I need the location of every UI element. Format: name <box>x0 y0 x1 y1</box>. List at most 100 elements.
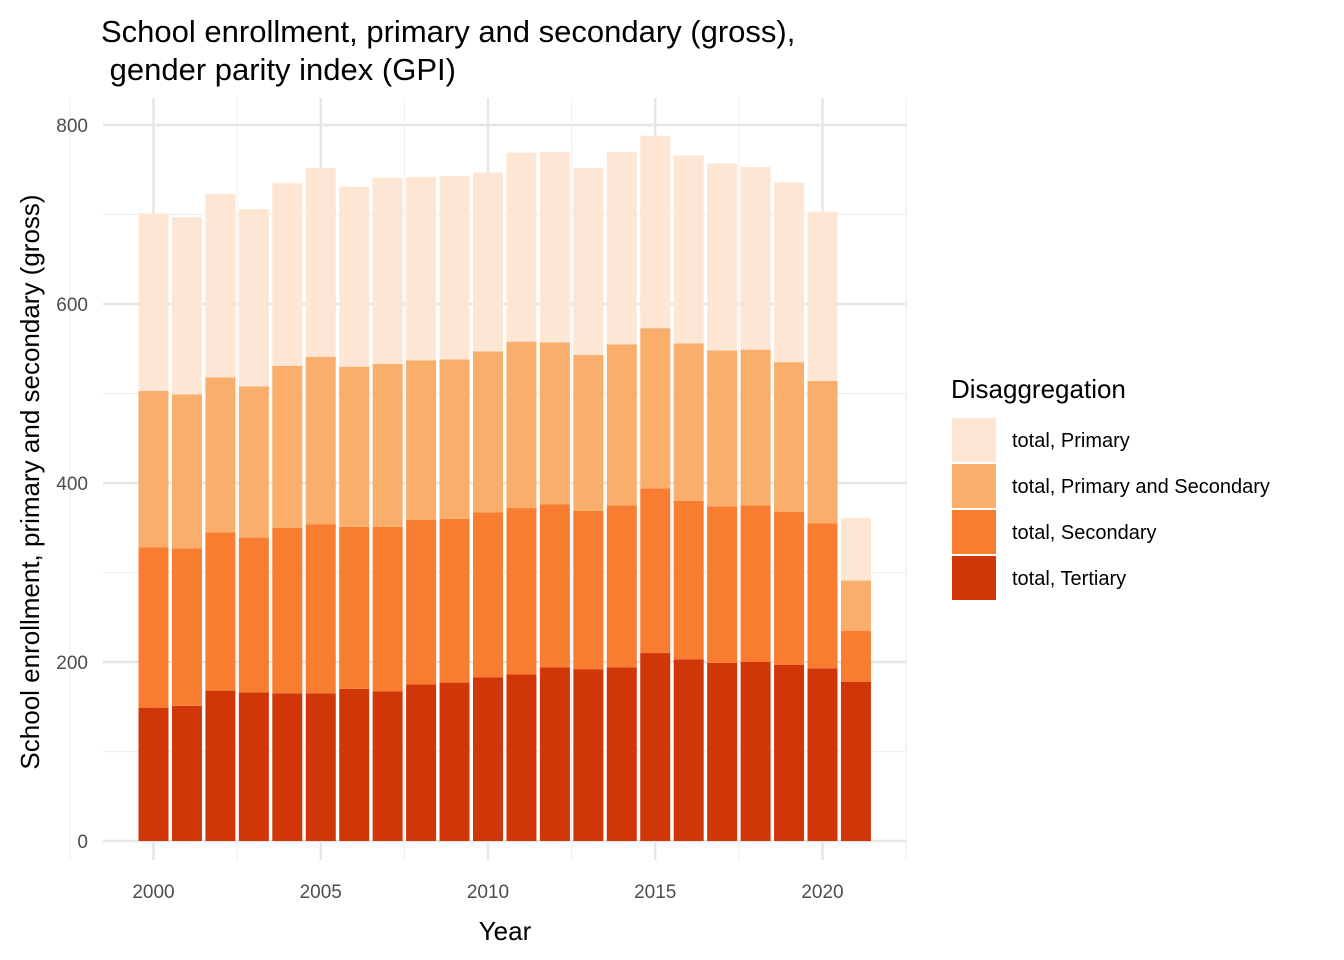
bar-segment <box>606 505 637 668</box>
bar-segment <box>807 380 838 524</box>
bar-segment <box>807 211 838 381</box>
bars <box>138 135 871 841</box>
legend-key <box>952 510 996 554</box>
y-tick-label: 400 <box>56 474 88 495</box>
x-axis-title: Year <box>479 916 532 946</box>
bar-segment <box>138 547 169 708</box>
bar-segment <box>272 527 303 694</box>
bar-segment <box>372 177 403 364</box>
bar-segment <box>640 328 671 489</box>
bar-segment <box>840 681 871 841</box>
x-tick-label: 2005 <box>300 882 342 903</box>
bar-segment <box>372 526 403 692</box>
bar-segment <box>238 386 269 538</box>
y-tick-label: 600 <box>56 295 88 316</box>
y-axis-title: School enrollment, primary and secondary… <box>15 194 45 769</box>
bar-segment <box>740 505 771 662</box>
bar-segment <box>807 668 838 841</box>
bar-segment <box>305 693 336 841</box>
bar-segment <box>539 667 570 841</box>
bar-segment <box>205 532 236 691</box>
bar-segment <box>339 526 370 689</box>
bar-segment <box>339 688 370 841</box>
bar-segment <box>740 167 771 350</box>
y-tick-label: 800 <box>56 116 88 137</box>
bar-segment <box>305 524 336 694</box>
bar-segment <box>539 504 570 668</box>
bar-segment <box>506 674 537 841</box>
legend-label: total, Primary <box>1012 430 1130 452</box>
bar-segment <box>807 523 838 669</box>
bar-segment <box>205 377 236 533</box>
x-tick-label: 2010 <box>467 882 509 903</box>
bar-segment <box>272 693 303 841</box>
legend-key <box>952 418 996 462</box>
bar-segment <box>205 690 236 841</box>
bar-segment <box>707 506 738 663</box>
bar-segment <box>673 659 704 841</box>
bar-segment <box>707 163 738 351</box>
bar-segment <box>406 176 437 361</box>
bar-segment <box>539 151 570 343</box>
x-tick-label: 2015 <box>634 882 676 903</box>
bar-segment <box>372 691 403 841</box>
bar-segment <box>238 692 269 841</box>
bar-segment <box>573 669 604 841</box>
bar-segment <box>372 363 403 527</box>
bar-segment <box>171 705 202 841</box>
bar-segment <box>473 172 503 352</box>
bar-segment <box>406 360 437 520</box>
bar-segment <box>673 155 704 344</box>
bar-segment <box>138 213 169 391</box>
bar-segment <box>673 500 704 660</box>
bar-segment <box>840 517 871 581</box>
y-tick-label: 0 <box>77 832 88 853</box>
bar-segment <box>305 356 336 525</box>
bar-segment <box>774 182 805 363</box>
bar-segment <box>171 394 202 549</box>
bar-segment <box>406 684 437 841</box>
bar-segment <box>774 362 805 512</box>
bar-segment <box>473 351 503 513</box>
bar-segment <box>473 677 503 841</box>
bar-segment <box>473 512 503 678</box>
bar-segment <box>840 630 871 682</box>
bar-segment <box>439 518 470 683</box>
bar-segment <box>740 349 771 506</box>
bar-segment <box>171 548 202 706</box>
bar-segment <box>640 135 671 329</box>
bar-segment <box>439 176 470 360</box>
legend-label: total, Tertiary <box>1012 568 1126 590</box>
bar-segment <box>339 366 370 527</box>
bar-segment <box>539 342 570 505</box>
bar-segment <box>573 510 604 670</box>
legend-title: Disaggregation <box>951 374 1126 404</box>
bar-segment <box>171 217 202 395</box>
legend: Disaggregation total, Primary total, Prim… <box>951 374 1270 600</box>
bar-segment <box>439 359 470 519</box>
bar-segment <box>138 390 169 548</box>
chart-title-line-1: School enrollment, primary and secondary… <box>101 14 795 49</box>
bar-segment <box>506 341 537 509</box>
bar-segment <box>606 151 637 345</box>
bar-segment <box>506 152 537 342</box>
bar-segment <box>205 193 236 378</box>
bar-segment <box>740 662 771 841</box>
legend-key <box>952 556 996 600</box>
bar-segment <box>673 343 704 501</box>
bar-segment <box>774 511 805 665</box>
legend-label: total, Primary and Secondary <box>1012 476 1270 498</box>
bar-segment <box>305 167 336 357</box>
x-axis: 2000 2005 2010 2015 2020 <box>132 882 843 903</box>
bar-segment <box>606 667 637 841</box>
bar-segment <box>406 519 437 685</box>
bar-segment <box>707 662 738 841</box>
bar-segment <box>339 186 370 367</box>
bar-segment <box>238 209 269 387</box>
bar-segment <box>506 508 537 675</box>
bar-segment <box>840 580 871 631</box>
y-tick-label: 200 <box>56 653 88 674</box>
legend-label: total, Secondary <box>1012 522 1157 544</box>
chart-title: School enrollment, primary and secondary… <box>101 14 795 87</box>
